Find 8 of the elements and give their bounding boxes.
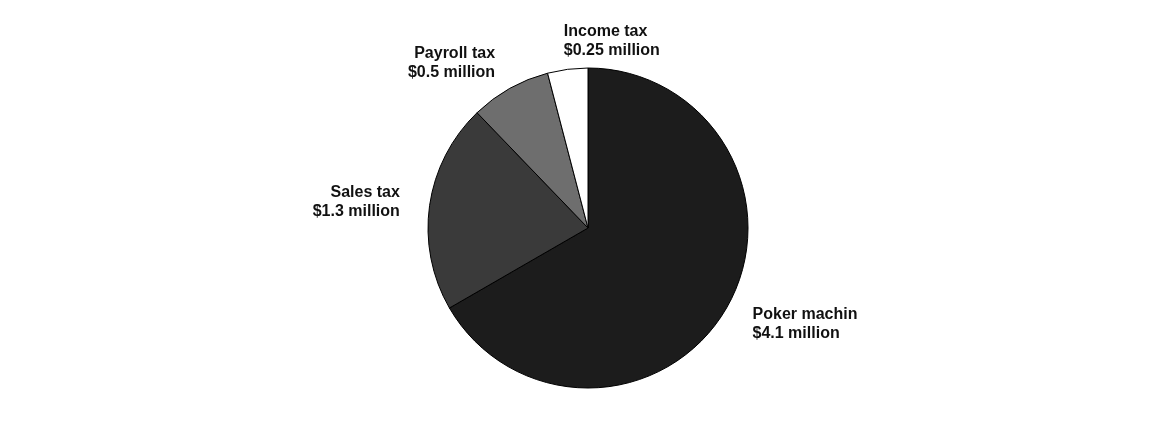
data-label: $0.5 million	[407, 63, 496, 81]
slice-label: Poker machin	[752, 305, 858, 322]
data-label: $4.1 million	[752, 324, 840, 341]
data-label: $0.25 million	[563, 40, 660, 58]
data-label: $1.3 million	[312, 202, 400, 220]
slice-label: Payroll tax	[414, 44, 496, 62]
slice-label: Sales tax	[330, 183, 400, 201]
slice-label: Income tax	[563, 21, 648, 39]
